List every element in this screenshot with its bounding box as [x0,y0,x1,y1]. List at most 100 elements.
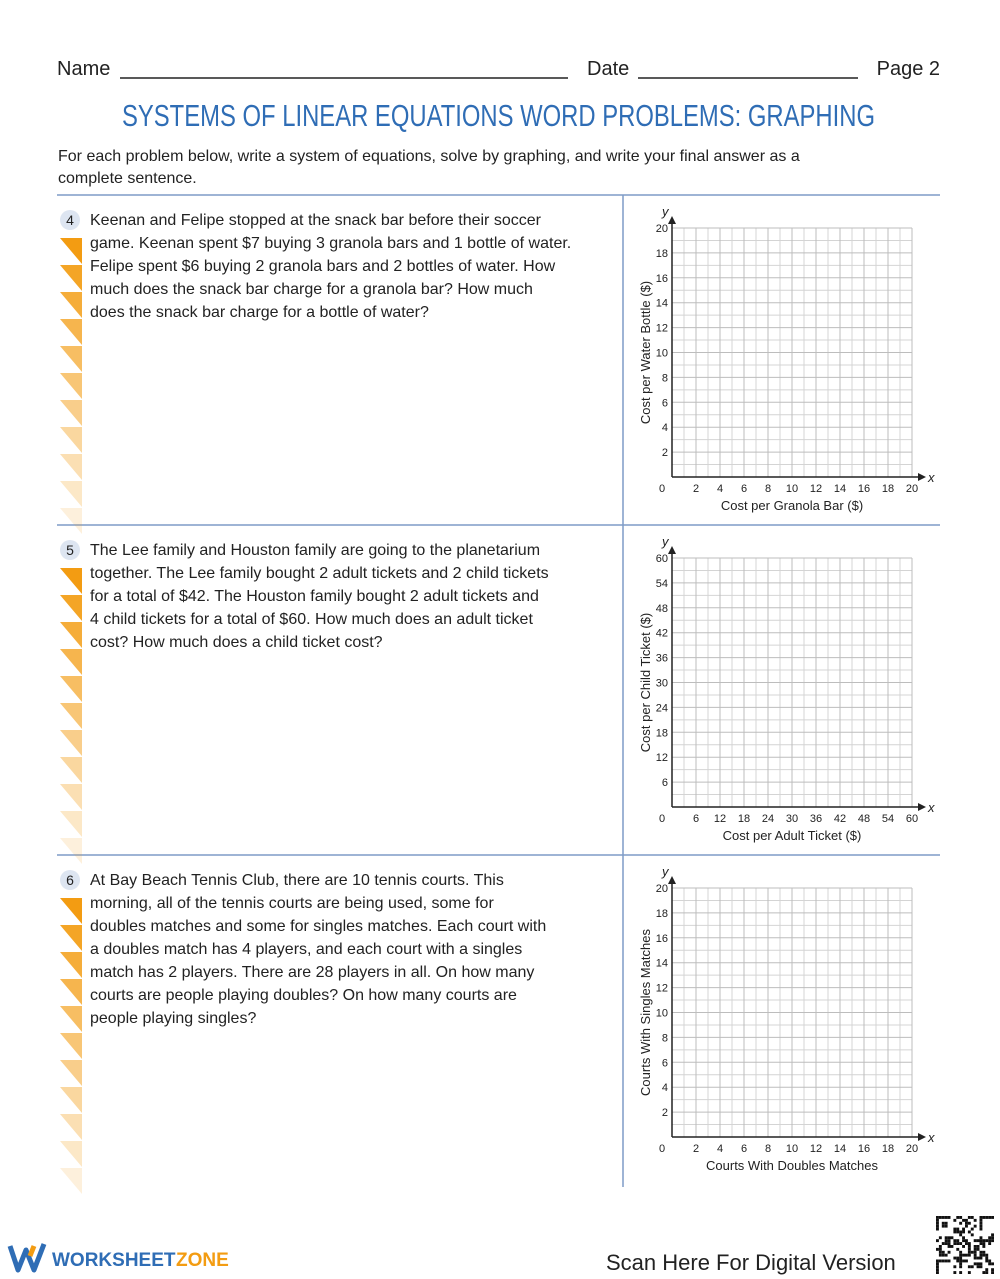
qr-cell [962,1236,965,1240]
qr-cell [967,1221,971,1225]
qr-cell [947,1239,951,1243]
qr-cell [979,1242,983,1245]
qr-cell [959,1271,963,1274]
problem-number: 4 [66,212,74,228]
qr-cell [982,1242,986,1245]
axis-letter: x [927,800,935,815]
qr-cell [982,1253,986,1257]
qr-cell [941,1253,945,1257]
x-tick-label: 8 [765,483,771,495]
y-tick-label: 4 [662,422,668,434]
qr-cell [991,1271,994,1274]
qr-cell [953,1218,957,1222]
brand: WORKSHEET [52,1250,176,1271]
qr-cell [956,1242,960,1245]
qr-cell [962,1245,965,1248]
qr-cell [979,1239,983,1243]
x-tick-label: 12 [810,483,822,495]
qr-cell [979,1256,983,1260]
qr-cell [976,1245,980,1248]
axis-letter: x [927,470,935,485]
problem-text: a doubles match has 4 players, and each … [90,941,522,958]
decoration [60,238,82,264]
qr-cell [947,1250,951,1254]
x-axis-label: Cost per Granola Bar ($) [721,498,863,513]
decoration [60,400,82,426]
qr-cell [956,1259,960,1263]
qr-cell [967,1230,971,1234]
qr-cell [985,1271,989,1274]
arrow [668,876,676,884]
x-tick-label: 20 [906,1143,918,1155]
qr-cell [941,1242,945,1245]
y-tick-label: 16 [656,273,668,285]
y-tick-label: 12 [656,323,668,335]
problem-text: much does the snack bar charge for a gra… [90,281,533,298]
y-tick-label: 12 [656,983,668,995]
x-tick-label: 16 [858,483,870,495]
qr-cell [965,1253,968,1257]
qr-cell [959,1256,963,1260]
y-tick-label: 54 [656,578,668,590]
x-tick-label: 24 [762,813,774,825]
qr-cell [953,1239,957,1243]
qr-cell [944,1242,948,1245]
qr-cell [962,1239,965,1243]
x-tick-label: 16 [858,1143,870,1155]
qr-cell [953,1256,957,1260]
qr-cell [991,1268,994,1272]
qr-cell [938,1216,942,1219]
qr-cell [936,1218,939,1222]
qr-cell [944,1236,948,1240]
qr-cell [941,1216,945,1219]
qr-cell [956,1247,960,1251]
x-tick-label: 18 [882,1143,894,1155]
title: SYSTEMS OF LINEAR EQUATIONS WORD PROBLEM… [122,98,875,133]
instructions: For each problem below, write a system o… [58,148,800,165]
decoration [60,1141,82,1167]
number-badge [60,870,80,890]
qr-cell [970,1265,974,1269]
problem-text: game. Keenan spent $7 buying 3 granola b… [90,235,571,252]
decoration [60,265,82,291]
y-tick-label: 18 [656,727,668,739]
x-tick-label: 60 [906,813,918,825]
qr-cell [941,1250,945,1254]
x-tick-label: 6 [741,1143,747,1155]
decoration [60,454,82,480]
decoration [60,568,82,594]
qr-cell [973,1218,977,1222]
qr-cell [970,1250,974,1254]
qr-cell [936,1262,939,1266]
qr-cell [991,1233,994,1237]
qr-cell [979,1236,983,1240]
y-tick-label: 42 [656,628,668,640]
qr-cell [967,1271,971,1274]
qr-cell [956,1230,960,1234]
qr-cell [936,1271,939,1274]
qr-cell [988,1239,992,1243]
y-tick-label: 10 [656,348,668,360]
qr-cell [982,1250,986,1254]
qr-cell [991,1239,994,1243]
decoration [60,346,82,372]
number-badge [60,540,80,560]
qr-cell [953,1227,957,1231]
qr-cell [936,1265,939,1269]
problem-text: match has 2 players. There are 28 player… [90,964,534,981]
x-tick-label: 18 [882,483,894,495]
qr-cell [982,1245,986,1248]
qr-cell [947,1245,951,1248]
x-axis-label: Cost per Adult Ticket ($) [723,828,862,843]
decoration [60,649,82,675]
y-tick-label: 14 [656,958,668,970]
qr-cell [965,1221,968,1225]
qr-cell [979,1224,983,1228]
qr-cell [959,1230,963,1234]
qr-cell [991,1216,994,1219]
qr-cell [947,1242,951,1245]
qr-cell [967,1245,971,1248]
qr-cell [959,1242,963,1245]
qr-cell [950,1236,954,1240]
qr-cell [982,1239,986,1243]
